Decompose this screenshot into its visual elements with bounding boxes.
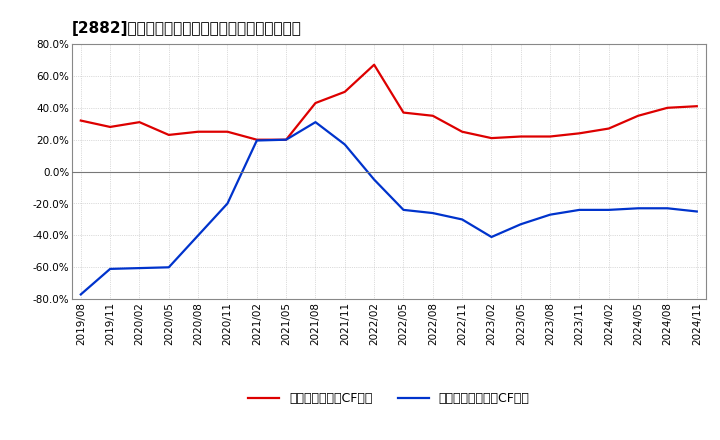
有利子負債営業CF比率 [634, 113, 642, 118]
Line: 有利子負債フリーCF比率: 有利子負債フリーCF比率 [81, 122, 697, 294]
有利子負債フリーCF比率 [282, 137, 290, 142]
有利子負債営業CF比率 [663, 105, 672, 110]
有利子負債営業CF比率 [546, 134, 554, 139]
有利子負債フリーCF比率 [311, 120, 320, 125]
有利子負債フリーCF比率 [546, 212, 554, 217]
有利子負債フリーCF比率 [399, 207, 408, 213]
有利子負債営業CF比率 [253, 137, 261, 142]
有利子負債フリーCF比率 [76, 292, 85, 297]
有利子負債フリーCF比率 [487, 235, 496, 240]
有利子負債フリーCF比率 [164, 265, 173, 270]
Text: [2882]　有利子負債キャッシュフロー比率の推移: [2882] 有利子負債キャッシュフロー比率の推移 [72, 21, 302, 36]
有利子負債営業CF比率 [135, 120, 144, 125]
有利子負債フリーCF比率 [428, 210, 437, 216]
有利子負債営業CF比率 [693, 103, 701, 109]
有利子負債フリーCF比率 [458, 217, 467, 222]
有利子負債フリーCF比率 [516, 222, 525, 227]
有利子負債フリーCF比率 [663, 205, 672, 211]
有利子負債営業CF比率 [76, 118, 85, 123]
有利子負債営業CF比率 [516, 134, 525, 139]
有利子負債フリーCF比率 [693, 209, 701, 214]
有利子負債フリーCF比率 [341, 142, 349, 147]
有利子負債フリーCF比率 [223, 201, 232, 206]
有利子負債営業CF比率 [458, 129, 467, 134]
有利子負債フリーCF比率 [135, 265, 144, 271]
有利子負債フリーCF比率 [106, 266, 114, 271]
有利子負債営業CF比率 [106, 124, 114, 129]
Line: 有利子負債営業CF比率: 有利子負債営業CF比率 [81, 65, 697, 139]
有利子負債営業CF比率 [575, 131, 584, 136]
有利子負債営業CF比率 [428, 113, 437, 118]
有利子負債フリーCF比率 [194, 233, 202, 238]
有利子負債営業CF比率 [605, 126, 613, 131]
有利子負債営業CF比率 [487, 136, 496, 141]
有利子負債営業CF比率 [282, 137, 290, 142]
有利子負債営業CF比率 [341, 89, 349, 95]
有利子負債フリーCF比率 [605, 207, 613, 213]
Legend: 有利子負債営業CF比率, 有利子負債フリーCF比率: 有利子負債営業CF比率, 有利子負債フリーCF比率 [243, 387, 535, 410]
有利子負債営業CF比率 [164, 132, 173, 138]
有利子負債営業CF比率 [311, 100, 320, 106]
有利子負債営業CF比率 [370, 62, 379, 67]
有利子負債営業CF比率 [399, 110, 408, 115]
有利子負債フリーCF比率 [370, 177, 379, 182]
有利子負債フリーCF比率 [575, 207, 584, 213]
有利子負債営業CF比率 [223, 129, 232, 134]
有利子負債営業CF比率 [194, 129, 202, 134]
有利子負債フリーCF比率 [253, 138, 261, 143]
有利子負債フリーCF比率 [634, 205, 642, 211]
